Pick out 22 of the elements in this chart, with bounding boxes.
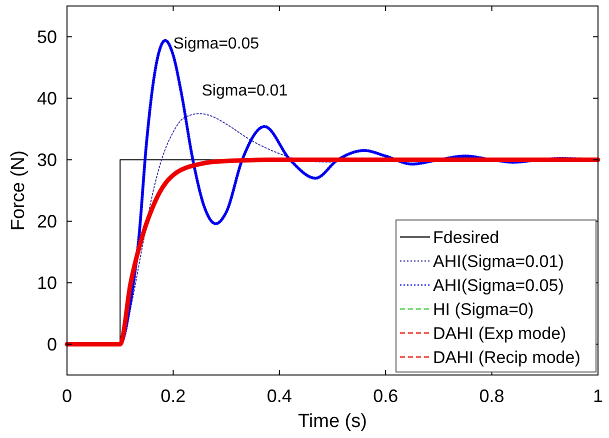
x-tick-label: 0 <box>62 386 72 406</box>
annotation: Sigma=0.05 <box>173 35 260 52</box>
legend-label: HI (Sigma=0) <box>433 300 534 319</box>
x-axis-title: Time (s) <box>298 411 367 432</box>
y-tick-label: 0 <box>46 334 57 354</box>
y-tick-label: 20 <box>36 211 57 232</box>
y-tick-label: 10 <box>36 272 57 293</box>
y-axis-title: Force (N) <box>8 150 29 231</box>
x-tick-label: 0.8 <box>479 386 504 406</box>
x-tick-label: 0.2 <box>160 386 186 406</box>
y-tick-label: 50 <box>36 26 57 47</box>
y-tick-label: 30 <box>36 150 57 170</box>
x-tick-label: 0.4 <box>266 386 292 406</box>
x-tick-label: 1 <box>592 386 604 406</box>
legend-label: DAHI (Exp mode) <box>433 324 566 343</box>
legend-label: AHI(Sigma=0.05) <box>433 276 564 295</box>
legend-label: Fdesired <box>433 228 500 247</box>
legend-label: AHI(Sigma=0.01) <box>433 252 564 271</box>
x-tick-label: 0.6 <box>373 386 398 406</box>
y-tick-label: 40 <box>36 88 57 108</box>
legend-label: DAHI (Recip mode) <box>433 348 580 367</box>
annotation: Sigma=0.01 <box>202 82 288 100</box>
